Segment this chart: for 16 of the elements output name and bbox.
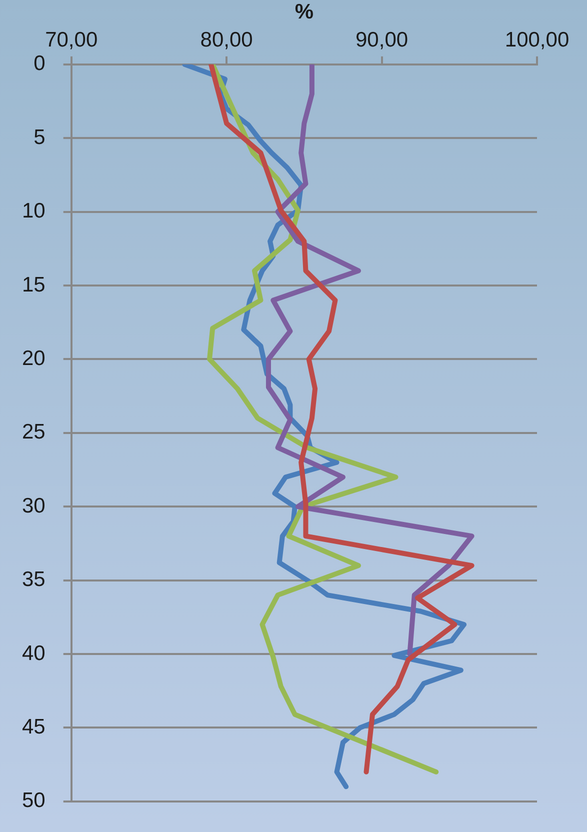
y-tick-label: 0 [34,52,46,76]
y-tick-label: 20 [22,346,46,370]
x-tick-label: 80,00 [200,28,253,52]
y-tick-label: 10 [22,200,46,223]
y-tick-label: 15 [22,273,46,296]
x-tick-label: 90,00 [356,28,408,52]
x-tick-label: 70,00 [45,28,98,52]
y-tick-label: 35 [22,568,46,592]
y-tick-label: 30 [22,494,46,518]
x-tick-label: 100,00 [504,28,570,52]
y-tick-label: 45 [22,715,46,738]
y-tick-label: 40 [22,642,46,665]
y-tick-label: 50 [22,789,46,812]
y-tick-label: 25 [22,420,46,444]
y-tick-label: 5 [34,126,46,149]
x-axis-title: % [294,0,314,24]
